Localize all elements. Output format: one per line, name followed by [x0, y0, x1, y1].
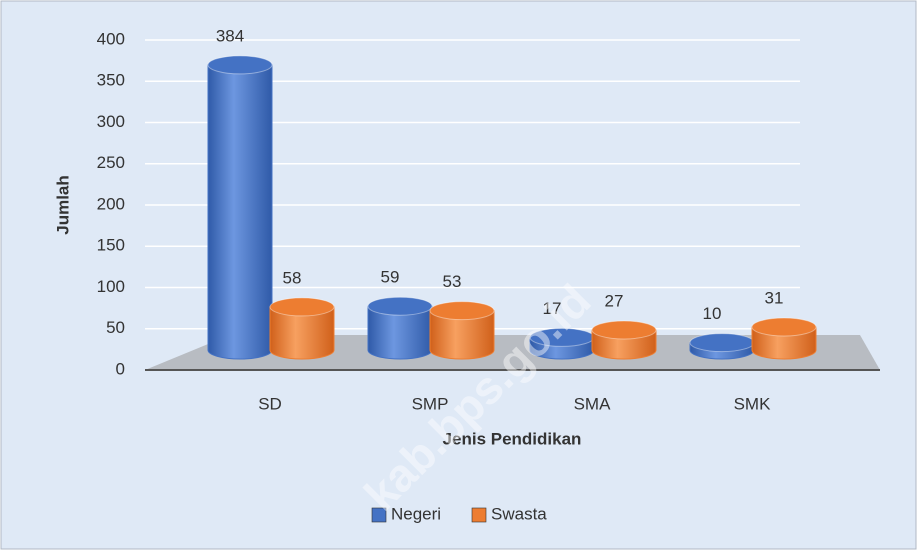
bar-top [689, 333, 755, 353]
bar-top [269, 297, 335, 317]
x-tick-label: SMK [734, 394, 772, 413]
y-tick-label: 100 [97, 277, 125, 296]
bar [591, 320, 657, 360]
y-tick-label: 300 [97, 112, 125, 131]
data-label: 17 [543, 299, 562, 318]
bar-top [207, 55, 273, 75]
bar [751, 317, 817, 360]
bar-top [367, 296, 433, 316]
y-tick-label: 0 [116, 359, 125, 378]
bar-body [751, 326, 817, 360]
data-label: 384 [216, 26, 244, 45]
x-tick-label: SMA [574, 394, 612, 413]
bar-body [269, 306, 335, 360]
data-label: 58 [283, 268, 302, 287]
x-axis-title: Jenis Pendidikan [443, 429, 582, 448]
legend-swatch [371, 507, 387, 523]
data-label: 31 [765, 288, 784, 307]
x-tick-label: SD [258, 394, 282, 413]
legend-swatch [471, 507, 487, 523]
data-label: 53 [443, 272, 462, 291]
bar-top [429, 301, 495, 321]
y-tick-label: 200 [97, 194, 125, 213]
bar [207, 55, 273, 360]
bar-top [591, 320, 657, 340]
y-tick-label: 50 [106, 318, 125, 337]
data-label: 59 [381, 268, 400, 287]
y-tick-label: 150 [97, 236, 125, 255]
x-tick-label: SMP [412, 394, 449, 413]
bar [689, 333, 755, 360]
bar [367, 296, 433, 360]
data-label: 10 [703, 304, 722, 323]
legend-label: Swasta [491, 504, 547, 523]
y-tick-label: 250 [97, 153, 125, 172]
legend-label: Negeri [391, 504, 441, 523]
bar [269, 297, 335, 360]
bar-body [429, 310, 495, 360]
y-axis-title: Jumlah [53, 175, 72, 235]
data-label: 27 [605, 291, 624, 310]
bar [429, 301, 495, 360]
bar-top [751, 317, 817, 337]
y-tick-label: 400 [97, 29, 125, 48]
y-tick-label: 350 [97, 71, 125, 90]
bar [529, 327, 595, 360]
bar-body [207, 64, 273, 360]
